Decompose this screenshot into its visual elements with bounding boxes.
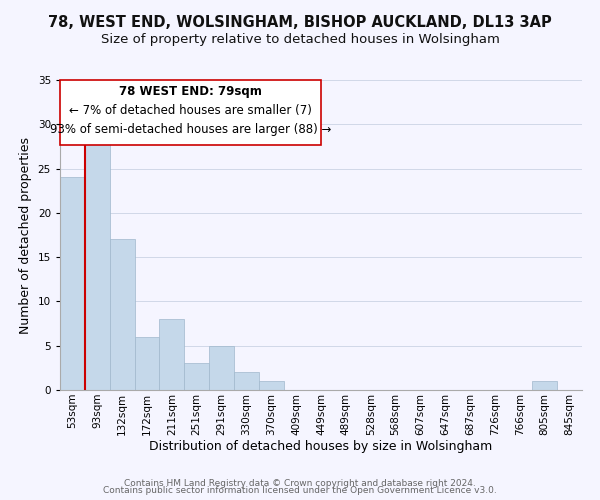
Text: ← 7% of detached houses are smaller (7): ← 7% of detached houses are smaller (7) <box>69 104 312 117</box>
Text: Contains HM Land Registry data © Crown copyright and database right 2024.: Contains HM Land Registry data © Crown c… <box>124 478 476 488</box>
Bar <box>209 346 234 390</box>
Bar <box>110 240 134 390</box>
Text: 78 WEST END: 79sqm: 78 WEST END: 79sqm <box>119 85 262 98</box>
Text: Size of property relative to detached houses in Wolsingham: Size of property relative to detached ho… <box>101 32 499 46</box>
Bar <box>85 142 110 390</box>
Bar <box>184 364 209 390</box>
Bar <box>160 319 184 390</box>
Y-axis label: Number of detached properties: Number of detached properties <box>19 136 32 334</box>
Bar <box>60 178 85 390</box>
Text: 78, WEST END, WOLSINGHAM, BISHOP AUCKLAND, DL13 3AP: 78, WEST END, WOLSINGHAM, BISHOP AUCKLAN… <box>48 15 552 30</box>
Bar <box>259 381 284 390</box>
Bar <box>134 337 160 390</box>
X-axis label: Distribution of detached houses by size in Wolsingham: Distribution of detached houses by size … <box>149 440 493 454</box>
Text: Contains public sector information licensed under the Open Government Licence v3: Contains public sector information licen… <box>103 486 497 495</box>
Bar <box>532 381 557 390</box>
Text: 93% of semi-detached houses are larger (88) →: 93% of semi-detached houses are larger (… <box>50 123 331 136</box>
Bar <box>234 372 259 390</box>
